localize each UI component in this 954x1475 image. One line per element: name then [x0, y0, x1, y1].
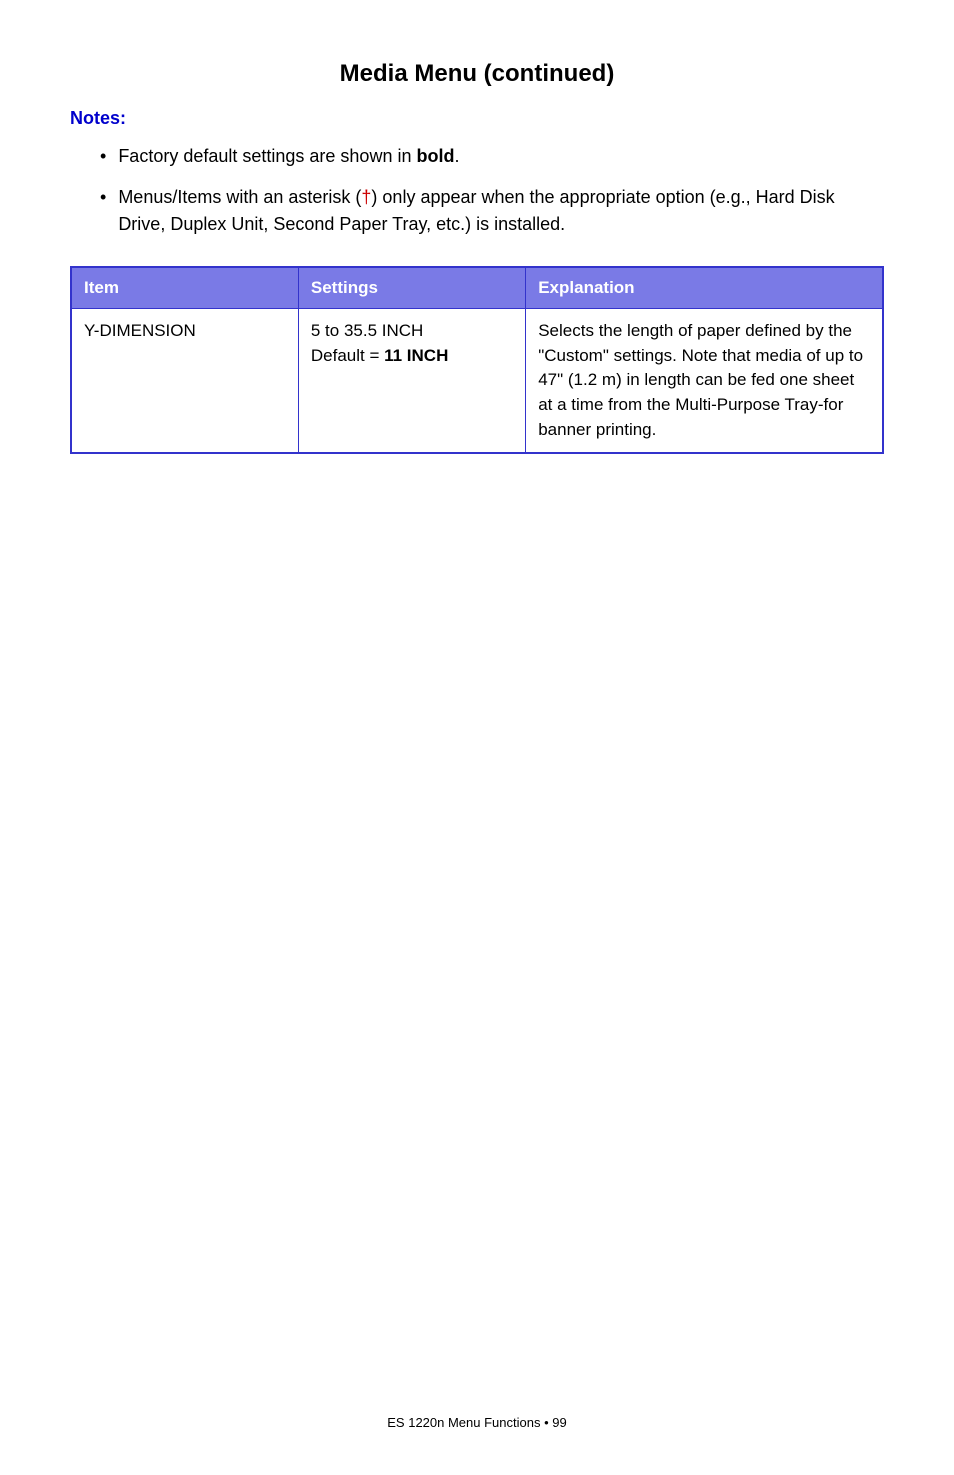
- header-settings: Settings: [298, 267, 525, 309]
- bullet-item-2: • Menus/Items with an asterisk (†) only …: [70, 184, 884, 238]
- b1-post: .: [454, 146, 459, 166]
- bullet-marker: •: [100, 184, 106, 238]
- settings-line2-bold: 11 INCH: [384, 346, 448, 365]
- table-row: Y-DIMENSION 5 to 35.5 INCH Default = 11 …: [71, 309, 883, 454]
- page-footer: ES 1220n Menu Functions • 99: [0, 1415, 954, 1430]
- b2-dagger: †: [361, 187, 371, 207]
- cell-explanation: Selects the length of paper defined by t…: [526, 309, 883, 454]
- b1-bold: bold: [416, 146, 454, 166]
- b1-pre: Factory default settings are shown in: [118, 146, 416, 166]
- table-header-row: Item Settings Explanation: [71, 267, 883, 309]
- media-table: Item Settings Explanation Y-DIMENSION 5 …: [70, 266, 884, 454]
- cell-settings: 5 to 35.5 INCH Default = 11 INCH: [298, 309, 525, 454]
- bullet-list: • Factory default settings are shown in …: [70, 143, 884, 238]
- notes-label: Notes:: [70, 108, 884, 129]
- settings-line2-pre: Default =: [311, 346, 384, 365]
- header-item: Item: [71, 267, 298, 309]
- bullet-text-2: Menus/Items with an asterisk (†) only ap…: [118, 184, 884, 238]
- header-explanation: Explanation: [526, 267, 883, 309]
- bullet-marker: •: [100, 143, 106, 170]
- bullet-text-1: Factory default settings are shown in bo…: [118, 143, 884, 170]
- b2-pre: Menus/Items with an asterisk (: [118, 187, 361, 207]
- settings-line1: 5 to 35.5 INCH: [311, 321, 423, 340]
- page-title: Media Menu (continued): [70, 60, 884, 88]
- bullet-item-1: • Factory default settings are shown in …: [70, 143, 884, 170]
- cell-item: Y-DIMENSION: [71, 309, 298, 454]
